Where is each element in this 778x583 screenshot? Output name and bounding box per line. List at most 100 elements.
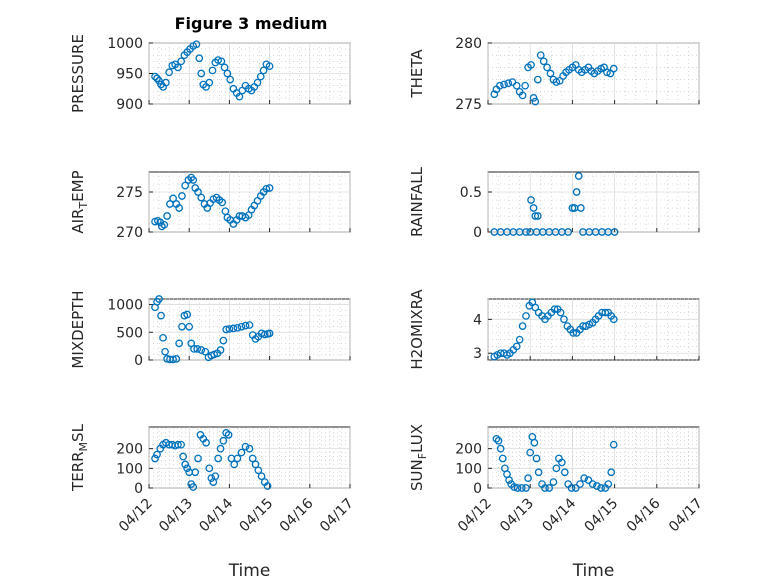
data-point xyxy=(531,97,540,106)
data-point xyxy=(512,342,521,351)
data-point xyxy=(530,438,539,447)
data-point xyxy=(576,480,584,488)
data-point xyxy=(216,346,225,354)
y-tick-label: 1000 xyxy=(107,36,143,52)
data-point xyxy=(546,69,555,78)
data-point xyxy=(552,464,561,473)
data-point xyxy=(500,80,508,89)
grid-lines xyxy=(148,298,351,361)
y-tick-label: 0 xyxy=(134,481,143,497)
data-point xyxy=(522,484,530,492)
data-point xyxy=(253,78,262,87)
data-point xyxy=(609,64,618,73)
data-point xyxy=(197,346,206,354)
data-point xyxy=(151,72,159,81)
data-point xyxy=(223,69,232,78)
data-point xyxy=(219,436,228,445)
data-point xyxy=(235,92,244,101)
data-point xyxy=(194,188,202,196)
x-tick-label: 04/13 xyxy=(497,496,537,536)
data-point xyxy=(156,218,165,227)
data-point xyxy=(560,315,568,324)
x-tick-label: 04/12 xyxy=(116,496,156,536)
data-series xyxy=(490,51,618,106)
data-point xyxy=(220,63,229,72)
data-point xyxy=(597,484,605,492)
x-tick-label: 04/15 xyxy=(237,496,277,536)
data-point xyxy=(504,79,513,88)
subplot-1: 900 950 1000 PRESSURE xyxy=(69,34,351,113)
y-tick-label: 500 xyxy=(116,325,143,341)
data-point xyxy=(529,204,538,212)
data-point xyxy=(189,176,198,184)
data-series xyxy=(151,40,274,101)
data-point xyxy=(259,66,268,75)
data-point xyxy=(162,78,170,87)
figure-title: Figure 3 medium xyxy=(175,14,328,33)
x-tick-label: 04/16 xyxy=(277,495,317,535)
data-point xyxy=(248,454,257,463)
data-point xyxy=(496,444,505,453)
data-point xyxy=(219,336,228,345)
data-point xyxy=(222,325,231,334)
data-point xyxy=(521,81,529,90)
data-point xyxy=(205,78,214,87)
data-point xyxy=(576,204,585,212)
data-point xyxy=(179,452,188,461)
subplot-4: 0 0.5 RAINFALL xyxy=(408,166,700,241)
data-point xyxy=(177,57,186,66)
data-point xyxy=(185,322,194,331)
x-tick-label: 04/14 xyxy=(539,495,579,535)
data-point xyxy=(567,484,576,492)
data-point xyxy=(256,72,265,81)
data-point xyxy=(571,484,580,492)
x-tick-label: 04/14 xyxy=(196,495,236,535)
data-point xyxy=(155,295,163,303)
x-tick-label: 04/17 xyxy=(317,496,357,536)
y-tick-label: 200 xyxy=(455,442,482,458)
data-point xyxy=(251,460,260,469)
data-point xyxy=(174,63,182,72)
y-axis-label: TERRMSL xyxy=(69,423,90,492)
data-series xyxy=(490,298,618,361)
x-tick-label: 04/17 xyxy=(666,496,706,536)
data-point xyxy=(194,454,202,463)
data-point xyxy=(531,303,540,312)
data-point xyxy=(569,329,578,337)
data-point xyxy=(593,482,601,490)
data-point xyxy=(265,62,274,71)
data-point xyxy=(512,81,521,90)
y-tick-label: 0 xyxy=(473,481,482,497)
axes-box xyxy=(148,171,351,233)
data-point xyxy=(174,440,182,449)
data-series xyxy=(492,432,618,492)
y-tick-label: 3 xyxy=(473,346,482,362)
data-point xyxy=(527,196,535,204)
y-axis-label: AIRTEMP xyxy=(69,170,90,233)
data-point xyxy=(518,322,527,330)
data-point xyxy=(183,464,192,473)
data-point xyxy=(601,308,610,317)
data-point xyxy=(233,454,242,463)
subplot-6: 3 4 H2OMIXRA xyxy=(408,289,700,370)
data-point xyxy=(498,454,507,463)
data-point xyxy=(522,228,530,236)
data-point xyxy=(202,438,210,447)
y-tick-label: 1000 xyxy=(107,298,143,314)
data-point xyxy=(524,474,532,483)
grid-lines xyxy=(487,42,700,105)
data-point xyxy=(609,315,618,324)
data-point xyxy=(191,468,200,477)
data-point xyxy=(260,330,269,339)
data-point xyxy=(518,91,527,100)
data-point xyxy=(607,468,616,477)
data-point xyxy=(201,347,210,356)
data-point xyxy=(218,198,227,207)
x-axis-label: Time xyxy=(572,561,615,581)
data-point xyxy=(529,94,538,102)
data-point xyxy=(254,466,263,475)
y-axis-label: THETA xyxy=(408,49,426,99)
data-point xyxy=(543,63,551,72)
